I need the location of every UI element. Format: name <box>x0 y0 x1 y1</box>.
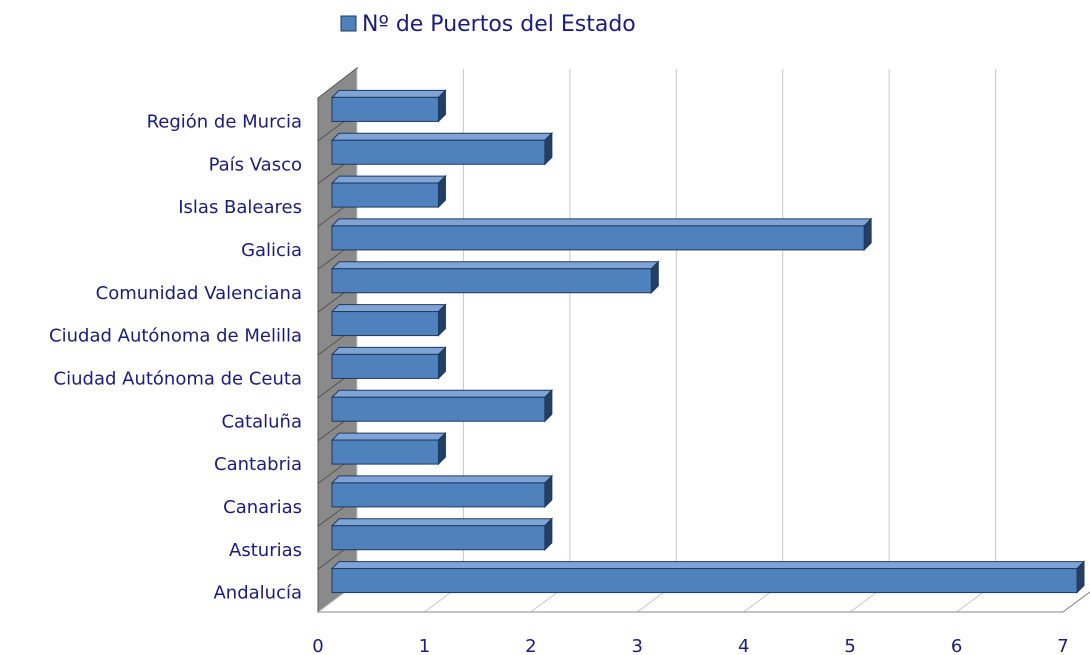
bar-face <box>331 568 1078 594</box>
bar-face <box>331 439 439 465</box>
bar <box>330 474 554 509</box>
y-tick-label: Comunidad Valenciana <box>96 283 302 304</box>
bar <box>330 560 1086 594</box>
y-tick-label: Canarias <box>223 497 302 518</box>
bar-face <box>331 353 439 379</box>
bar <box>330 260 660 294</box>
bar-face <box>330 175 447 184</box>
x-tick-label: 1 <box>419 636 430 655</box>
x-tick-label: 7 <box>1057 636 1068 655</box>
bar-face <box>330 389 554 398</box>
x-tick-label: 5 <box>844 636 855 655</box>
bar <box>330 389 554 423</box>
bar <box>330 174 447 209</box>
y-tick-label: Cataluña <box>221 411 302 432</box>
y-tick-label: Ciudad Autónoma de Ceuta <box>54 368 302 389</box>
y-tick-label: Galicia <box>241 240 302 261</box>
bar-face <box>330 475 554 484</box>
bar-face <box>331 525 546 551</box>
y-tick-label: País Vasco <box>209 154 302 175</box>
y-tick-label: Asturias <box>229 540 302 561</box>
bar <box>330 217 873 252</box>
bar-face <box>330 261 660 270</box>
bar-face <box>331 396 546 422</box>
grid-line <box>956 69 997 613</box>
x-tick-label: 0 <box>312 636 323 655</box>
bar-face <box>330 304 447 313</box>
bar-face <box>330 218 873 227</box>
bar-face <box>331 182 439 208</box>
y-tick-label: Ciudad Autónoma de Melilla <box>49 326 302 347</box>
x-tick-label: 4 <box>738 636 749 655</box>
bar <box>330 132 554 166</box>
bar <box>330 303 447 337</box>
y-tick-label: Región de Murcia <box>147 111 302 132</box>
bar <box>330 517 554 551</box>
x-axis-edge <box>1062 591 1090 613</box>
bar-face <box>331 139 546 165</box>
bar-face <box>330 561 1086 570</box>
bar-face <box>331 482 546 508</box>
x-tick-label: 2 <box>525 636 536 655</box>
bar-face <box>330 346 447 355</box>
bar-face <box>330 432 447 441</box>
bar-face <box>331 311 439 337</box>
legend-label: Nº de Puertos del Estado <box>362 12 636 37</box>
y-tick-label: Andalucía <box>213 583 302 604</box>
bar-face <box>330 132 554 141</box>
bar <box>330 346 447 380</box>
bar <box>330 89 447 123</box>
legend-swatch <box>340 15 357 32</box>
grid-line <box>636 69 677 613</box>
grid-line <box>849 69 890 613</box>
bar-face <box>330 518 554 527</box>
bar-face <box>331 225 865 251</box>
bar-face <box>331 96 439 122</box>
grid-line <box>1062 591 1090 613</box>
bar <box>330 431 447 466</box>
y-tick-label: Cantabria <box>214 454 302 475</box>
bar-face <box>330 89 447 98</box>
y-tick-label: Islas Baleares <box>178 197 302 218</box>
grid-line <box>743 69 784 613</box>
x-tick-label: 6 <box>951 636 962 655</box>
x-tick-label: 3 <box>632 636 643 655</box>
bar-face <box>331 268 652 294</box>
